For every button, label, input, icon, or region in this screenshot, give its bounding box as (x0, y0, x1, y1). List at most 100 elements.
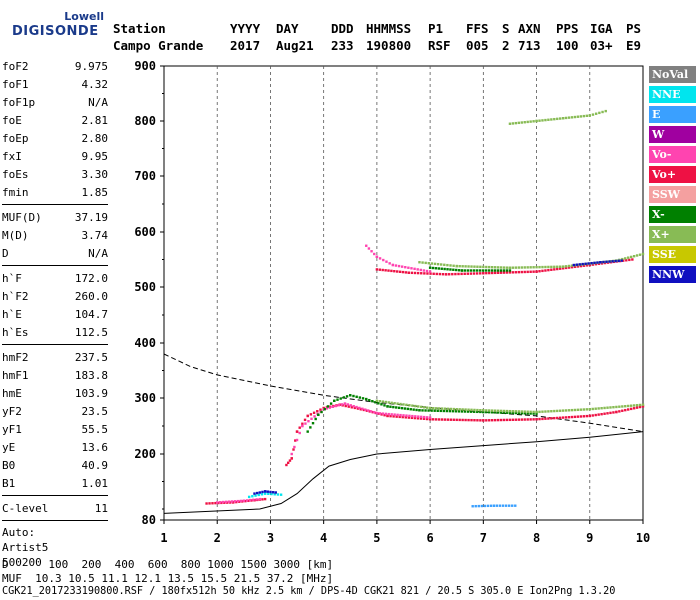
echo-point-vo (367, 247, 371, 250)
echo-point-vo (382, 258, 385, 262)
echo-point-x (535, 266, 538, 269)
echo-point-x (409, 408, 412, 411)
logo-line2: DIGISONDE (12, 24, 99, 39)
echo-point-vo (451, 272, 454, 276)
echo-point-vo (632, 407, 636, 410)
echo-point-vo (428, 418, 432, 421)
echo-point-x (458, 408, 461, 411)
echo-point-nnw (274, 491, 277, 494)
echo-point-vo (255, 498, 258, 501)
legend-item-nne: NNE (649, 86, 696, 103)
echo-point-x (559, 265, 562, 268)
echo-point-x (635, 404, 639, 407)
param-value: 11 (94, 502, 108, 515)
param-row: hmF1 183.8 (2, 367, 108, 385)
echo-point-x (421, 409, 424, 412)
echo-point-vo (576, 415, 580, 418)
echo-point-x (502, 411, 506, 414)
echo-point-vo (386, 414, 389, 418)
echo-point-x (490, 269, 494, 272)
echo-point-vo (285, 463, 288, 467)
echo-point-e (480, 504, 484, 508)
echo-point-x (561, 409, 565, 412)
echo-point-x (469, 269, 473, 272)
echo-point-vo (541, 417, 544, 421)
header-label-hhmmss: HHMMSS (366, 21, 412, 36)
echo-point-x (514, 266, 518, 269)
param-name: M(D) (2, 229, 29, 242)
echo-point-vo (641, 405, 645, 408)
echo-point-x (395, 406, 398, 409)
echo-point-x (430, 262, 434, 265)
param-name: D (2, 247, 9, 260)
echo-point-nnw (271, 491, 275, 494)
echo-point-x (523, 412, 526, 415)
param-value: 1.85 (81, 186, 109, 199)
echo-point-x (629, 404, 633, 407)
echo-point-vo (538, 270, 541, 273)
footer-distance-line: D 100 200 400 600 800 1000 1500 3000 [km… (2, 558, 334, 571)
echo-point-x (412, 408, 415, 411)
param-value: 9.95 (81, 150, 109, 163)
echo-point-vo (588, 263, 591, 267)
echo-point-nnw (572, 263, 576, 267)
header-label-p1: P1 (428, 21, 444, 36)
echo-point-x (436, 409, 439, 412)
echo-point-vo (570, 266, 574, 269)
echo-point-x (591, 407, 594, 411)
echo-point-x (339, 397, 342, 400)
echo-point-x (454, 410, 458, 413)
echo-point-x (505, 409, 509, 413)
echo-point-vo (541, 269, 544, 273)
echo-point-x (485, 409, 488, 412)
echo-point-x (443, 267, 446, 271)
echo-point-vo (520, 418, 523, 421)
param-value: N/A (88, 247, 108, 260)
echo-point-vo (401, 270, 405, 274)
echo-point-x (491, 409, 494, 412)
echo-point-e (474, 504, 477, 508)
footer-file-line: CGK21_2017233190800.RSF / 180fx512h 50 k… (2, 586, 616, 597)
echo-point-vo (447, 273, 451, 276)
echo-point-vo (385, 260, 388, 263)
echo-point-vo (429, 272, 432, 275)
echo-point-vo (313, 415, 316, 418)
echo-point-vo (378, 257, 382, 260)
echo-point-x (597, 407, 600, 410)
echo-point-vo (514, 418, 518, 421)
echo-point-x (457, 410, 461, 413)
echo-point-x (567, 409, 571, 412)
echo-point-x (529, 120, 532, 123)
echo-point-vo (398, 415, 401, 419)
echo-point-vo (233, 500, 237, 503)
param-row: MUF(D) 37.19 (2, 209, 108, 227)
echo-point-nnw (596, 261, 599, 264)
echo-point-vo (394, 264, 398, 267)
param-row: D N/A (2, 245, 108, 263)
echo-point-x (482, 410, 485, 414)
echo-point-vo (499, 418, 503, 422)
echo-point-vo (473, 419, 476, 422)
legend-item-w: W (649, 126, 696, 143)
echo-point-x (431, 266, 435, 270)
param-value: 2.80 (81, 132, 109, 145)
echo-point-vo (413, 416, 417, 420)
echo-point-x (425, 406, 429, 409)
echo-point-x (482, 265, 485, 269)
echo-point-x (499, 269, 503, 272)
echo-point-x (434, 267, 438, 270)
echo-point-vo (365, 244, 368, 247)
echo-point-x (588, 408, 591, 411)
echo-point-vo (211, 502, 214, 505)
echo-point-vo (402, 414, 405, 417)
echo-point-e (498, 504, 502, 507)
echo-point-vo (458, 418, 461, 422)
echo-point-x (329, 402, 333, 405)
echo-point-x (523, 121, 526, 124)
echo-point-vo (508, 271, 512, 274)
echo-point-x (440, 407, 444, 410)
echo-point-vo (508, 418, 512, 422)
echo-point-vo (288, 459, 292, 462)
echo-point-vo (247, 499, 250, 503)
x-tick-label: 8 (533, 531, 540, 545)
